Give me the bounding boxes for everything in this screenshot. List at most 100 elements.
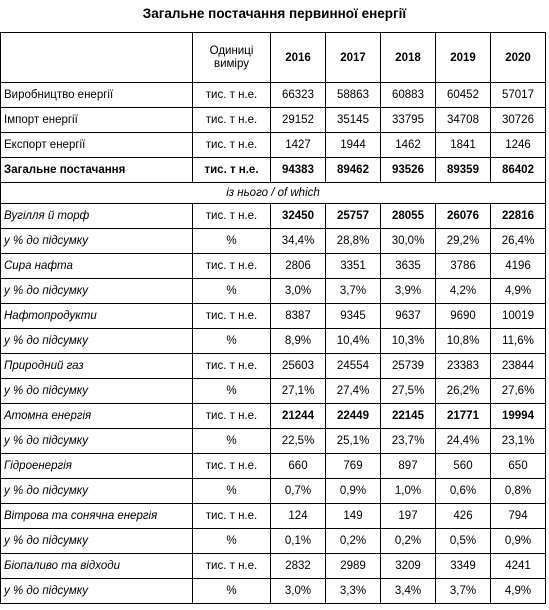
row-value: 28,8% — [325, 228, 381, 254]
row-value: 22145 — [380, 403, 436, 429]
header-year: 2019 — [435, 32, 491, 83]
row-value: 35145 — [325, 107, 381, 133]
row-value: 24554 — [325, 353, 381, 379]
table-row: Атомна енергія тис. т н.е. 21244 22449 22145… — [0, 403, 546, 429]
row-value: 0,2% — [380, 528, 436, 554]
row-label: Біопаливо та відходи — [0, 553, 193, 579]
row-label: у % до підсумку — [0, 428, 193, 454]
row-value: 23383 — [435, 353, 491, 379]
row-unit: % — [192, 328, 271, 354]
row-value: 124 — [270, 503, 326, 529]
row-label: у % до підсумку — [0, 328, 193, 354]
row-value: 29152 — [270, 107, 326, 133]
row-value: 10,4% — [325, 328, 381, 354]
row-value: 3,3% — [325, 578, 381, 604]
row-value: 897 — [380, 453, 436, 479]
row-value: 3,0% — [270, 278, 326, 304]
row-value: 94383 — [270, 157, 326, 183]
row-label: Імпорт енергії — [0, 107, 193, 133]
row-value: 3,0% — [270, 578, 326, 604]
row-value: 27,1% — [270, 378, 326, 404]
row-unit: % — [192, 378, 271, 404]
share-row: у % до підсумку% 3,0% 3,7% 3,9% 4,2% 4,9% — [0, 278, 546, 304]
share-row: у % до підсумку% 34,4% 28,8% 30,0% 29,2% 26,4… — [0, 228, 546, 254]
energy-supply-table: Одиниці виміру 2016 2017 2018 2019 2020 … — [0, 32, 546, 604]
row-value: 23844 — [490, 353, 546, 379]
row-value: 1841 — [435, 132, 491, 158]
row-value: 0,6% — [435, 478, 491, 504]
row-value: 19994 — [490, 403, 546, 429]
row-value: 24,4% — [435, 428, 491, 454]
row-unit: % — [192, 578, 271, 604]
row-value: 0,7% — [270, 478, 326, 504]
row-label: у % до підсумку — [0, 578, 193, 604]
row-value: 426 — [435, 503, 491, 529]
row-value: 21771 — [435, 403, 491, 429]
row-unit: тис. т н.е. — [192, 107, 271, 133]
share-row: у % до підсумку% 0,1% 0,2% 0,2% 0,5% 0,9% — [0, 528, 546, 554]
row-value: 3,7% — [325, 278, 381, 304]
row-value: 149 — [325, 503, 381, 529]
row-value: 1,0% — [380, 478, 436, 504]
row-label: у % до підсумку — [0, 378, 193, 404]
row-value: 2806 — [270, 253, 326, 279]
row-value: 34708 — [435, 107, 491, 133]
row-value: 26,2% — [435, 378, 491, 404]
header-year: 2020 — [490, 32, 546, 83]
row-value: 10019 — [490, 303, 546, 329]
row-value: 0,8% — [490, 478, 546, 504]
row-label: у % до підсумку — [0, 278, 193, 304]
row-value: 25,1% — [325, 428, 381, 454]
row-value: 93526 — [380, 157, 436, 183]
row-value: 60452 — [435, 82, 491, 108]
row-value: 11,6% — [490, 328, 546, 354]
row-value: 3351 — [325, 253, 381, 279]
row-unit: % — [192, 428, 271, 454]
row-value: 3786 — [435, 253, 491, 279]
row-value: 58863 — [325, 82, 381, 108]
share-row: у % до підсумку% 8,9% 10,4% 10,3% 10,8% 11,6% — [0, 328, 546, 354]
row-label: Нафтопродукти — [0, 303, 193, 329]
row-value: 30726 — [490, 107, 546, 133]
row-label: у % до підсумку — [0, 528, 193, 554]
row-value: 1944 — [325, 132, 381, 158]
row-unit: тис. т н.е. — [192, 303, 271, 329]
subheader-row: із нього / of which — [0, 182, 546, 204]
row-unit: % — [192, 478, 271, 504]
row-value: 3209 — [380, 553, 436, 579]
row-unit: тис. т н.е. — [192, 503, 271, 529]
row-value: 25757 — [325, 203, 381, 229]
row-label: Експорт енергії — [0, 132, 193, 158]
row-value: 25603 — [270, 353, 326, 379]
row-unit: тис. т н.е. — [192, 157, 271, 183]
row-label: Виробництво енергії — [0, 82, 193, 108]
row-value: 57017 — [490, 82, 546, 108]
row-unit: % — [192, 278, 271, 304]
row-value: 60883 — [380, 82, 436, 108]
row-label: Гідроенергія — [0, 453, 193, 479]
row-unit: тис. т н.е. — [192, 82, 271, 108]
row-label: Загальне постачання — [0, 157, 193, 183]
row-value: 2989 — [325, 553, 381, 579]
row-value: 2832 — [270, 553, 326, 579]
row-unit: тис. т н.е. — [192, 353, 271, 379]
row-unit: тис. т н.е. — [192, 132, 271, 158]
row-value: 89359 — [435, 157, 491, 183]
row-value: 3,7% — [435, 578, 491, 604]
row-value: 34,4% — [270, 228, 326, 254]
row-value: 30,0% — [380, 228, 436, 254]
row-unit: тис. т н.е. — [192, 553, 271, 579]
row-value: 10,3% — [380, 328, 436, 354]
row-label: Сира нафта — [0, 253, 193, 279]
row-value: 26,4% — [490, 228, 546, 254]
row-value: 3635 — [380, 253, 436, 279]
table-row: Сира нафта тис. т н.е. 2806 3351 3635 3786 419… — [0, 253, 546, 279]
row-value: 23,7% — [380, 428, 436, 454]
row-value: 769 — [325, 453, 381, 479]
row-value: 9637 — [380, 303, 436, 329]
row-value: 4241 — [490, 553, 546, 579]
row-value: 86402 — [490, 157, 546, 183]
row-value: 3,4% — [380, 578, 436, 604]
row-value: 21244 — [270, 403, 326, 429]
share-row: у % до підсумку% 22,5% 25,1% 23,7% 24,4% 23,1… — [0, 428, 546, 454]
